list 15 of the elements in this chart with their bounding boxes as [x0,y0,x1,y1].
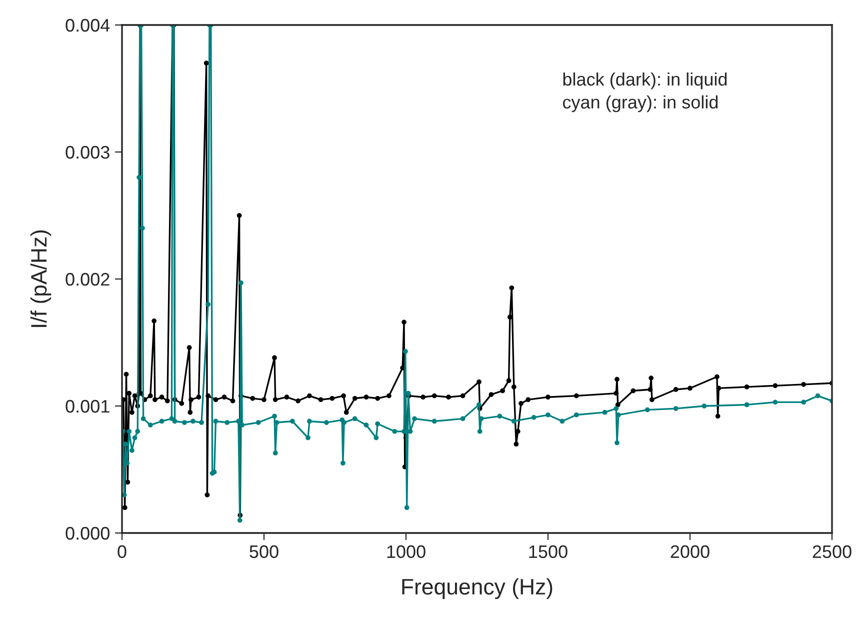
x-tick-label: 2000 [670,545,710,558]
annotation: cyan (gray): in solid [562,95,718,112]
y-tick-label: 0.002 [66,272,110,286]
y-tick-label: 0.004 [66,18,110,32]
x-axis-title: Frequency (Hz) [402,578,552,600]
x-tick-label: 0 [118,545,126,558]
x-tick-label: 500 [250,545,278,558]
y-tick-label: 0.000 [66,526,110,540]
x-tick-label: 1000 [387,545,426,558]
y-axis-title: I/f (pA/Hz) [30,230,52,327]
y-tick-label: 0.001 [66,400,110,413]
annotation: black (dark): in liquid [563,72,727,90]
y-tick-label: 0.003 [66,146,110,159]
x-tick-label: 2500 [812,545,852,558]
x-tick-label: 1500 [529,545,568,558]
